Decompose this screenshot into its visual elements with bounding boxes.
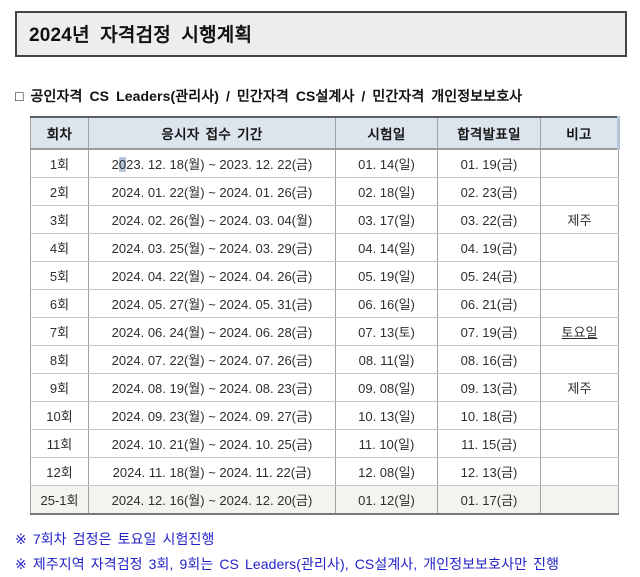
exam-date-cell: 10. 13(일) [335,401,438,430]
note-cell [540,289,619,318]
round-cell: 1회 [30,149,89,178]
period-cell: 2024. 04. 22(월) ~ 2024. 04. 26(금) [88,261,336,290]
header-row: 회차 응시자 접수 기간 시험일 합격발표일 비고 [30,116,620,150]
round-cell: 12회 [30,457,89,486]
footnotes: ※ 7회차 검정은 토요일 시험진행 ※ 제주지역 자격검정 3회, 9회는 C… [15,527,640,577]
table-row: 5회 2024. 04. 22(월) ~ 2024. 04. 26(금) 05.… [30,261,619,290]
table-row: 3회 2024. 02. 26(월) ~ 2024. 03. 04(월) 03.… [30,205,619,234]
header-cell-exam: 시험일 [335,116,438,150]
note-cell [540,261,619,290]
period-cell: 2024. 05. 27(월) ~ 2024. 05. 31(금) [88,289,336,318]
round-cell: 5회 [30,261,89,290]
table-row: 4회 2024. 03. 25(월) ~ 2024. 03. 29(금) 04.… [30,233,619,262]
result-date-cell: 01. 19(금) [437,149,541,178]
round-cell: 9회 [30,373,89,402]
schedule-table: 회차 응시자 접수 기간 시험일 합격발표일 비고 1회 2023. 12. 1… [30,116,620,515]
qualification-subtitle: □ 공인자격 CS Leaders(관리사) / 민간자격 CS설계사 / 민간… [15,88,523,104]
result-date-cell: 02. 23(금) [437,177,541,206]
round-cell: 6회 [30,289,89,318]
table-row: 1회 2023. 12. 18(월) ~ 2023. 12. 22(금) 01.… [30,149,619,178]
exam-date-cell: 12. 08(일) [335,457,438,486]
table-row: 25-1회 2024. 12. 16(월) ~ 2024. 12. 20(금) … [30,485,619,515]
exam-date-cell: 05. 19(일) [335,261,438,290]
result-date-cell: 09. 13(금) [437,373,541,402]
result-date-cell: 04. 19(금) [437,233,541,262]
period-cell: 2023. 12. 18(월) ~ 2023. 12. 22(금) [88,149,336,178]
exam-date-cell: 02. 18(일) [335,177,438,206]
note-cell: 제주 [540,373,619,402]
exam-date-cell: 04. 14(일) [335,233,438,262]
footnote-jeju: ※ 제주지역 자격검정 3회, 9회는 CS Leaders(관리사), CS설… [15,556,560,572]
note-cell [540,177,619,206]
note-cell [540,485,619,515]
round-cell: 2회 [30,177,89,206]
table-row: 2회 2024. 01. 22(월) ~ 2024. 01. 26(금) 02.… [30,177,619,206]
result-date-cell: 05. 24(금) [437,261,541,290]
result-date-cell: 11. 15(금) [437,429,541,458]
period-cell: 2024. 12. 16(월) ~ 2024. 12. 20(금) [88,485,336,515]
table-row: 6회 2024. 05. 27(월) ~ 2024. 05. 31(금) 06.… [30,289,619,318]
round-cell: 10회 [30,401,89,430]
period-cell: 2024. 01. 22(월) ~ 2024. 01. 26(금) [88,177,336,206]
period-cell: 2024. 08. 19(월) ~ 2024. 08. 23(금) [88,373,336,402]
result-date-cell: 10. 18(금) [437,401,541,430]
table-row: 9회 2024. 08. 19(월) ~ 2024. 08. 23(금) 09.… [30,373,619,402]
period-cell: 2024. 02. 26(월) ~ 2024. 03. 04(월) [88,205,336,234]
table-row: 7회 2024. 06. 24(월) ~ 2024. 06. 28(금) 07.… [30,317,619,346]
period-cell: 2024. 09. 23(월) ~ 2024. 09. 27(금) [88,401,336,430]
header-cell-result: 합격발표일 [437,116,541,150]
result-date-cell: 12. 13(금) [437,457,541,486]
note-cell [540,457,619,486]
note-cell [540,345,619,374]
round-cell: 11회 [30,429,89,458]
result-date-cell: 01. 17(금) [437,485,541,515]
period-cell: 2024. 07. 22(월) ~ 2024. 07. 26(금) [88,345,336,374]
note-cell [540,429,619,458]
header-cell-period: 응시자 접수 기간 [88,116,336,150]
header-cell-note: 비고 [540,116,620,150]
note-cell [540,233,619,262]
note-cell: 토요일 [540,317,619,346]
table-row: 11회 2024. 10. 21(월) ~ 2024. 10. 25(금) 11… [30,429,619,458]
period-cell: 2024. 11. 18(월) ~ 2024. 11. 22(금) [88,457,336,486]
exam-date-cell: 06. 16(일) [335,289,438,318]
result-date-cell: 03. 22(금) [437,205,541,234]
result-date-cell: 07. 19(금) [437,317,541,346]
footnote-saturday: ※ 7회차 검정은 토요일 시험진행 [15,531,215,547]
result-date-cell: 06. 21(금) [437,289,541,318]
schedule-table-body: 1회 2023. 12. 18(월) ~ 2023. 12. 22(금) 01.… [30,149,619,515]
exam-date-cell: 01. 14(일) [335,149,438,178]
round-cell: 25-1회 [30,485,89,515]
round-cell: 7회 [30,317,89,346]
exam-date-cell: 01. 12(일) [335,485,438,515]
round-cell: 3회 [30,205,89,234]
exam-date-cell: 08. 11(일) [335,345,438,374]
period-cell: 2024. 10. 21(월) ~ 2024. 10. 25(금) [88,429,336,458]
note-cell: 제주 [540,205,619,234]
period-cell: 2024. 03. 25(월) ~ 2024. 03. 29(금) [88,233,336,262]
table-row: 12회 2024. 11. 18(월) ~ 2024. 11. 22(금) 12… [30,457,619,486]
page-title-box: 2024년 자격검정 시행계획 [15,11,627,57]
note-cell [540,401,619,430]
period-cell: 2024. 06. 24(월) ~ 2024. 06. 28(금) [88,317,336,346]
round-cell: 8회 [30,345,89,374]
result-date-cell: 08. 16(금) [437,345,541,374]
exam-date-cell: 07. 13(토) [335,317,438,346]
note-cell [540,149,619,178]
round-cell: 4회 [30,233,89,262]
table-row: 10회 2024. 09. 23(월) ~ 2024. 09. 27(금) 10… [30,401,619,430]
exam-date-cell: 03. 17(일) [335,205,438,234]
header-cell-round: 회차 [30,116,89,150]
exam-date-cell: 11. 10(일) [335,429,438,458]
table-row: 8회 2024. 07. 22(월) ~ 2024. 07. 26(금) 08.… [30,345,619,374]
page-title: 2024년 자격검정 시행계획 [29,25,253,46]
schedule-table-header: 회차 응시자 접수 기간 시험일 합격발표일 비고 [30,116,620,150]
exam-date-cell: 09. 08(일) [335,373,438,402]
